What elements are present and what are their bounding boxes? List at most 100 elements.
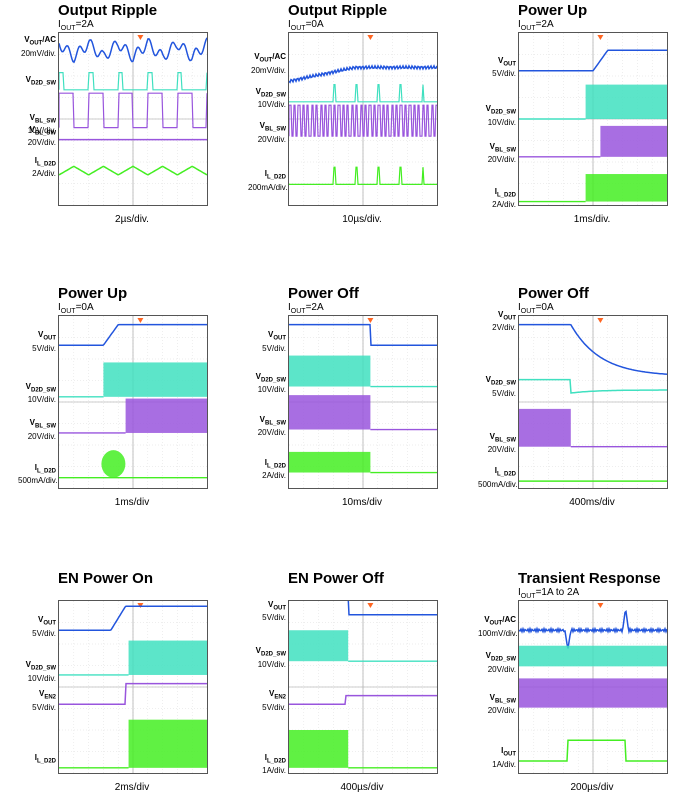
trace-ch4 [289,166,437,185]
channel-name: VD2D_SW [255,371,286,384]
channel-label: VBL_SW 20V/div. [18,418,56,440]
trace-ch1 [59,605,207,631]
scope-screen [58,315,208,489]
channel-label: IL_D2D 1A/div. [248,752,286,776]
channel-label: IL_D2D 2A/div. [18,156,56,179]
channel-name: VD2D_SW [25,381,56,394]
channel-scale: 20V/div. [487,445,516,455]
channel-label: VOUT 5V/div. [18,615,56,638]
panel-condition: IOUT=0A [58,302,94,315]
channel-label: VD2D_SW 10V/div. [18,660,56,683]
channel-name: IL_D2D [264,169,286,181]
channel-name: VBL_SW [259,414,286,427]
channel-scale: 10V/div. [257,659,286,669]
channel-name: VBL_SW [489,431,516,444]
channel-name: VOUT [497,309,516,322]
trace-ch2 [289,630,437,662]
channel-label: VBL_SW 20V/div. [18,125,56,147]
channel-scale: 10V/div. [27,673,56,683]
channel-label: VBL_SW 20V/div. [478,142,516,164]
channel-label: VOUT 2V/div. [478,309,516,333]
scope-screen [58,32,208,206]
channel-scale: 5V/div. [262,702,286,712]
scope-plot [59,316,207,488]
channel-scale: 2A/div. [32,169,56,179]
scope-plot [59,601,207,773]
channel-label: VOUT 5V/div. [18,330,56,352]
trace-ch5 [59,165,207,176]
panel-title: Power Off [288,285,359,302]
channel-label: VOUT/AC 20mV/div. [248,52,286,75]
channel-name: IL_D2D [34,462,56,475]
channel-name: VD2D_SW [25,74,56,87]
panel-title: EN Power On [58,570,154,587]
scope-screen [518,32,668,206]
trace-ch2 [519,84,667,120]
trace-ch2 [59,72,207,91]
channel-label: IL_D2D 500mA/div. [478,466,517,488]
channel-label: VOUT 5V/div. [478,56,516,79]
trace-ch2 [59,362,207,398]
channel-label: VD2D_SW 10V/div. [248,371,286,395]
panel-condition: IOUT=2A [288,302,324,315]
channel-label: VBL_SW 20V/div. [478,431,516,455]
channel-name: IL_D2D [264,752,286,765]
channel-scale: 10V/div. [257,100,286,110]
channel-scale: 10V/div. [257,385,286,395]
panel-condition: IOUT=0A [518,302,554,315]
channel-scale: 20V/div. [257,428,286,438]
timebase-label: 1ms/div [114,497,150,508]
trigger-marker [367,603,374,608]
channel-scale: 5V/div. [492,69,516,79]
channel-label: IL_D2D 500mA/div. [18,462,57,485]
trace-ch3 [289,395,437,431]
trace-ch1 [347,601,437,616]
channel-label: IL_D2D [18,753,56,767]
trace-ch2 [519,378,667,394]
trace-ch3 [59,682,207,705]
channel-label: VD2D_SW 10V/div. [18,381,56,404]
scope-screen [58,600,208,774]
timebase-label: 1ms/div. [573,214,611,225]
scope-panel: Transient Response IOUT=1A to 2A VOUT/AC 10… [478,570,678,805]
channel-label: VBL_SW 20V/div. [248,414,286,438]
channel-scale: 2A/div. [262,471,286,481]
scope-panel: Power Off IOUT=2A VOUT 5V/div. VD2D_SW 10V/di… [248,285,448,520]
channel-label: VBL_SW 20V/div. [248,121,286,143]
scope-plot [519,601,667,773]
channel-scale: 20mV/div. [251,65,286,75]
channel-scale: 1A/div. [262,766,286,776]
channel-label: VD2D_SW 20V/div. [478,651,516,674]
channel-name: IL_D2D [494,466,516,478]
panel-title: Output Ripple [58,2,158,19]
channel-scale: 2V/div. [492,323,516,333]
channel-name: VD2D_SW [255,86,286,99]
scope-screen [288,315,438,489]
scope-panel: Power Off IOUT=0A VOUT 2V/div. VD2D_SW 5V/div… [478,285,678,520]
trace-ch4 [289,451,437,474]
channel-scale: 5V/div. [32,628,56,638]
channel-label: VBL_SW 20V/div. [478,693,516,715]
timebase-label: 10ms/div [341,497,382,508]
timebase-label: 400µs/div [340,782,384,793]
channel-scale: 20V/div. [487,664,516,674]
channel-scale: 5V/div. [32,702,56,712]
channel-scale: 200mA/div. [248,182,288,192]
trigger-marker [137,35,144,40]
channel-scale: 10V/div. [27,126,56,136]
channel-scale: 1A/div. [492,759,516,769]
trigger-marker [367,35,374,40]
channel-label: VD2D_SW 10V/div. [248,86,286,110]
trigger-marker [367,318,374,323]
channel-name: VEN2 [38,689,56,701]
timebase-label: 400ms/div [569,497,615,508]
trace-ch4 [289,730,437,769]
channel-scale: 5V/div. [492,388,516,398]
channel-name: IL_D2D [264,457,286,470]
scope-panel: EN Power On VOUT 5V/div. VD2D_SW 10V/div. VEN… [18,570,218,805]
channel-label: VD2D_SW 5V/div. [478,375,516,398]
channel-scale: 10V/div. [487,117,516,127]
trace-ch3 [289,694,437,705]
trace-ch4 [519,174,667,203]
timebase-label: 2µs/div. [115,214,149,225]
